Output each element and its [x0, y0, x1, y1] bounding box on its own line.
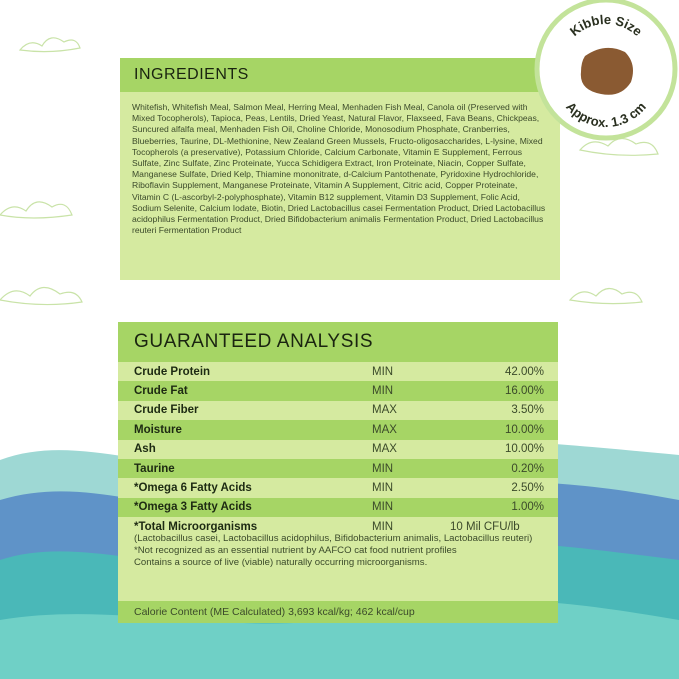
analysis-row: Taurine MIN 0.20%: [118, 458, 558, 479]
nutrient-qualifier: MIN: [372, 365, 394, 378]
nutrient-value: 0.20%: [511, 462, 544, 475]
ingredients-panel: INGREDIENTS Whitefish, Whitefish Meal, S…: [120, 58, 560, 280]
microorganisms-value: 10 Mil CFU/lb: [450, 521, 520, 534]
ingredients-text: Whitefish, Whitefish Meal, Salmon Meal, …: [132, 102, 546, 236]
analysis-title: GUARANTEED ANALYSIS: [118, 322, 558, 362]
nutrient-value: 16.00%: [504, 385, 544, 398]
nutrient-qualifier: MAX: [372, 404, 397, 417]
nutrient-value: 42.00%: [504, 365, 544, 378]
ingredients-title: INGREDIENTS: [120, 58, 560, 92]
analysis-row: Crude Fiber MAX 3.50%: [118, 400, 558, 421]
aafco-note: *Not recognized as an essential nutrient…: [134, 545, 457, 557]
nutrient-qualifier: MIN: [372, 501, 394, 514]
analysis-row: *Omega 3 Fatty Acids MIN 1.00%: [118, 497, 558, 518]
nutrient-qualifier: MAX: [372, 423, 397, 436]
analysis-row: Moisture MAX 10.00%: [118, 420, 558, 440]
calorie-content: Calorie Content (ME Calculated) 3,693 kc…: [118, 601, 558, 623]
microorganisms-strains: (Lactobacillus casei, Lactobacillus acid…: [134, 533, 533, 545]
nutrient-name: Ash: [134, 443, 156, 456]
analysis-row: Crude Fat MIN 16.00%: [118, 381, 558, 401]
nutrient-qualifier: MIN: [372, 462, 394, 475]
analysis-row: *Omega 6 Fatty Acids MIN 2.50%: [118, 478, 558, 498]
analysis-row: Crude Protein MIN 42.00%: [118, 362, 558, 382]
nutrient-name: *Omega 3 Fatty Acids: [134, 501, 252, 514]
kibble-size-badge: Kibble Size Approx. 1.3 cm: [534, 0, 678, 141]
nutrient-name: Crude Fat: [134, 385, 188, 398]
guaranteed-analysis-panel: GUARANTEED ANALYSIS Crude Protein MIN 42.0…: [118, 322, 558, 623]
nutrient-qualifier: MAX: [372, 443, 397, 456]
live-microorganisms-note: Contains a source of live (viable) natur…: [134, 557, 428, 569]
nutrient-value: 10.00%: [504, 423, 544, 436]
nutrient-name: *Omega 6 Fatty Acids: [134, 482, 252, 495]
nutrient-name: Moisture: [134, 423, 182, 436]
microorganisms-section: *Total Microorganisms MIN 10 Mil CFU/lb …: [118, 517, 558, 569]
nutrient-name: Crude Protein: [134, 365, 211, 378]
analysis-row: Ash MAX 10.00%: [118, 439, 558, 459]
microorganisms-name: *Total Microorganisms: [134, 521, 258, 534]
nutrient-name: Crude Fiber: [134, 404, 199, 417]
nutrient-value: 3.50%: [511, 404, 544, 417]
nutrient-qualifier: MIN: [372, 482, 394, 495]
cloud-sketches: [0, 37, 659, 306]
nutrient-qualifier: MIN: [372, 385, 394, 398]
nutrient-value: 2.50%: [511, 482, 544, 495]
nutrient-value: 1.00%: [511, 501, 544, 514]
microorganisms-qualifier: MIN: [372, 521, 394, 534]
nutrient-name: Taurine: [134, 462, 175, 475]
nutrient-value: 10.00%: [504, 443, 544, 456]
kibble-icon: [580, 47, 633, 95]
